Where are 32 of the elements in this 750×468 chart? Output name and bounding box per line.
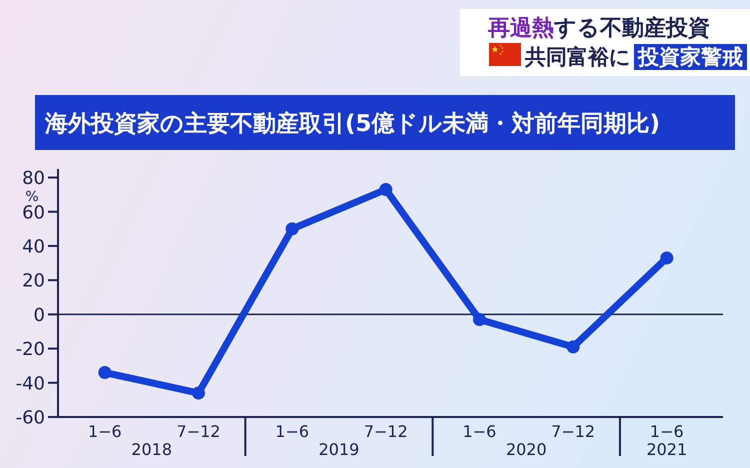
point xyxy=(660,251,674,264)
y-tick-label: -60 xyxy=(16,408,45,428)
y-tick-label: -20 xyxy=(16,339,45,360)
y-tick-label: 0 xyxy=(34,304,45,326)
point xyxy=(192,386,205,400)
point xyxy=(566,340,580,354)
chart-title: 海外投資家の主要不動産取引(5億ドル未満・対前年同期比) xyxy=(44,110,660,137)
y-tick-label: -40 xyxy=(16,373,45,394)
y-tick-label: 60 xyxy=(22,202,45,224)
text: 2021 xyxy=(646,440,688,459)
point xyxy=(472,313,486,326)
text: 投資家警戒 xyxy=(637,45,743,69)
text: 2018 xyxy=(131,440,172,459)
x-tick-label: 1−6 xyxy=(462,422,496,441)
x-tick-label: 1−6 xyxy=(88,422,122,441)
point xyxy=(98,366,112,380)
text: 共同富裕に xyxy=(524,45,631,69)
text: 再過熱 xyxy=(487,16,554,41)
x-tick-label: 7−12 xyxy=(176,422,220,441)
y-tick-label: 20 xyxy=(22,270,45,292)
x-tick-label: 1−6 xyxy=(650,422,684,441)
point xyxy=(286,222,299,236)
x-tick-label: 1−6 xyxy=(275,422,310,441)
text: 2020 xyxy=(506,440,547,459)
text: 2019 xyxy=(318,440,360,459)
x-tick-label: 7−12 xyxy=(364,422,408,441)
text: する不動産投資 xyxy=(553,15,710,41)
y-axis-title: % xyxy=(25,189,39,205)
point xyxy=(379,183,392,196)
y-tick-label: 40 xyxy=(22,236,45,258)
x-tick-label: 7−12 xyxy=(551,422,596,441)
y-tick-label: 80 xyxy=(22,168,45,190)
